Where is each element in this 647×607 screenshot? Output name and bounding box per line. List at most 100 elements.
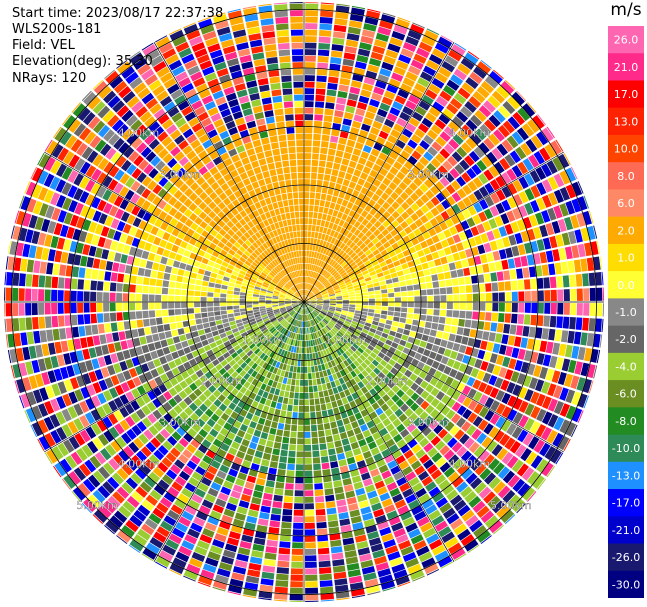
gate-cell — [164, 330, 173, 339]
gate-cell — [264, 330, 271, 337]
gate-cell — [385, 339, 393, 346]
gate-cell — [177, 247, 186, 255]
gate-cell — [79, 161, 91, 175]
gate-cell — [100, 226, 110, 237]
gate-cell — [274, 388, 281, 396]
gate-cell — [469, 519, 483, 533]
gate-cell — [430, 207, 440, 217]
gate-cell — [137, 239, 146, 250]
gate-cell — [26, 259, 35, 273]
gate-cell — [103, 161, 115, 174]
gate-cell — [369, 327, 377, 334]
gate-cell — [107, 413, 119, 425]
gate-cell — [467, 180, 478, 192]
gate-cell — [265, 305, 272, 308]
gate-cell — [205, 449, 216, 459]
gate-cell — [203, 239, 212, 247]
gate-cell — [174, 498, 187, 510]
gate-cell — [259, 375, 266, 383]
gate-cell — [553, 400, 564, 415]
gate-cell — [328, 267, 334, 273]
gate-cell — [182, 448, 193, 459]
gate-cell — [179, 411, 189, 421]
gate-cell — [396, 155, 407, 165]
gate-cell — [496, 505, 510, 519]
gate-cell — [165, 241, 174, 251]
gate-cell — [505, 247, 514, 258]
gate-cell — [339, 391, 346, 399]
gate-cell — [441, 61, 455, 73]
gate-cell — [367, 8, 381, 13]
gate-cell — [362, 295, 369, 299]
gate-cell — [295, 470, 304, 477]
gate-cell — [43, 416, 55, 431]
gate-cell — [284, 424, 291, 431]
gate-cell — [311, 251, 315, 258]
gate-cell — [465, 454, 477, 467]
gate-cell — [586, 257, 595, 271]
gate-cell — [332, 262, 339, 269]
gate-cell — [135, 184, 146, 196]
gate-cell — [384, 140, 395, 150]
gate-cell — [398, 413, 408, 423]
gate-cell — [282, 377, 288, 384]
gate-cell — [377, 340, 385, 347]
gate-cell — [331, 195, 338, 203]
gate-cell — [96, 419, 108, 432]
gate-cell — [189, 382, 198, 392]
gate-cell — [540, 426, 552, 441]
gate-cell — [136, 385, 147, 396]
gate-cell — [447, 471, 460, 483]
gate-cell — [345, 215, 353, 224]
gate-cell — [256, 281, 263, 286]
gate-cell — [73, 188, 84, 201]
gate-cell — [318, 260, 323, 267]
gate-cell — [103, 430, 115, 443]
gate-cell — [259, 292, 266, 296]
gate-cell — [342, 306, 349, 309]
gate-cell — [113, 510, 128, 524]
gate-cell — [419, 139, 430, 150]
gate-cell — [14, 210, 20, 224]
gate-cell — [62, 393, 73, 407]
gate-cell — [304, 289, 306, 296]
gate-cell — [145, 151, 157, 163]
gate-cell — [312, 318, 317, 325]
gate-cell — [342, 58, 355, 67]
gate-cell — [383, 355, 391, 363]
gate-cell — [314, 290, 320, 295]
gate-cell — [373, 86, 385, 96]
gate-cell — [288, 309, 294, 314]
gate-cell — [304, 509, 315, 516]
gate-cell — [353, 169, 362, 178]
gate-cell — [236, 450, 246, 459]
gate-cell — [593, 365, 598, 379]
gate-cell — [323, 302, 330, 304]
gate-cell — [175, 373, 184, 383]
gate-cell — [304, 542, 316, 549]
gate-cell — [334, 393, 341, 401]
gate-cell — [339, 131, 349, 139]
gate-cell — [267, 263, 274, 270]
gate-cell — [249, 254, 256, 261]
gate-cell — [153, 531, 167, 543]
gate-cell — [83, 91, 97, 106]
gate-cell — [536, 277, 544, 289]
gate-cell — [213, 306, 220, 312]
gate-cell — [373, 508, 385, 518]
gate-cell — [338, 170, 346, 179]
gate-cell — [410, 402, 420, 412]
gate-cell — [342, 334, 349, 341]
gate-cell — [368, 294, 375, 299]
gate-cell — [227, 229, 235, 237]
gate-cell — [475, 264, 484, 274]
gate-cell — [428, 351, 437, 360]
gate-cell — [336, 296, 343, 299]
gate-cell — [327, 312, 334, 317]
gate-cell — [440, 339, 448, 348]
gate-cell — [501, 199, 511, 212]
gate-cell — [336, 257, 343, 264]
gate-cell — [68, 391, 78, 404]
gate-cell — [546, 429, 558, 444]
gate-cell — [298, 307, 302, 314]
